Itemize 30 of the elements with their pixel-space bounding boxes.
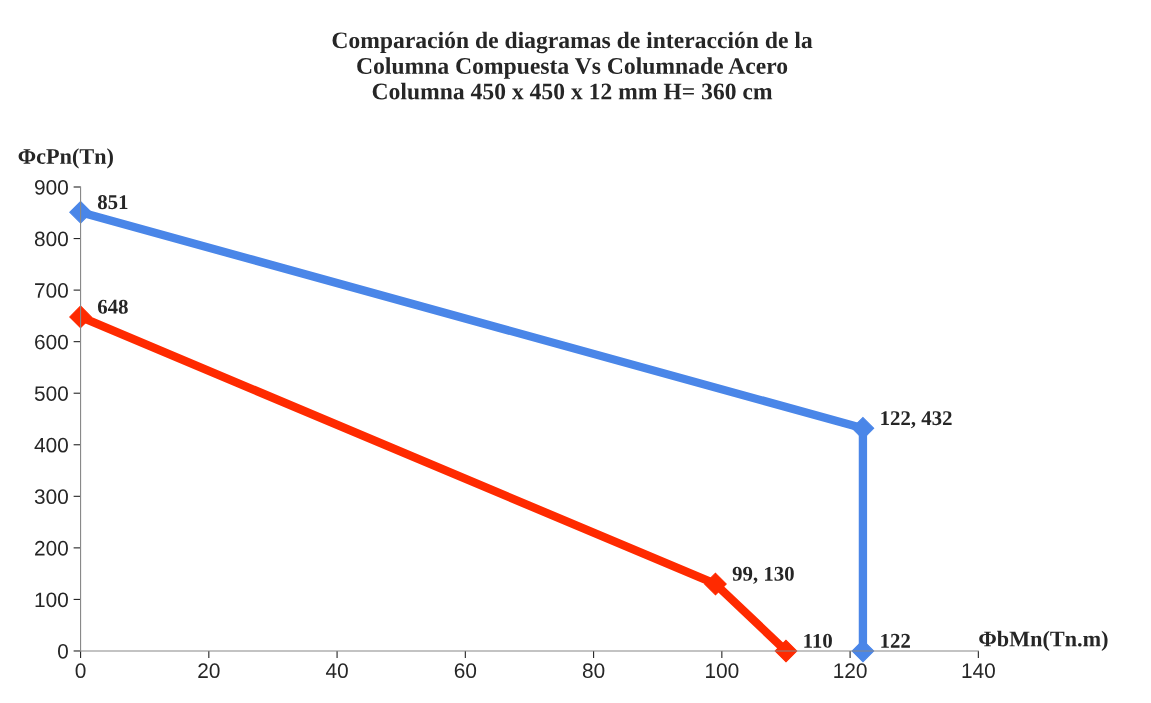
chart-title: Comparación de diagramas de interacción de la Columna Compuesta Vs Columnade Acero Columna 450 x 450 x 12 mm H= 360 cm (332, 31, 813, 100)
x-tick-label: 140 (962, 663, 995, 679)
annotation: 851 (97, 195, 128, 210)
x-tick-label: 120 (834, 663, 867, 679)
y-tick-label: 300 (34, 489, 68, 505)
y-tick-label: 100 (35, 592, 68, 608)
y-tick-label: 0 (57, 643, 68, 659)
y-axis-title: ΦcPn(Tn) (18, 148, 113, 169)
annotation: 122 (881, 633, 910, 648)
x-tick-label: 80 (582, 663, 605, 679)
y-tick-label: 200 (35, 540, 68, 556)
annotation: 110 (804, 633, 832, 648)
annotation: 648 (97, 299, 128, 314)
y-tick-label: 700 (35, 283, 68, 298)
x-tick-label: 60 (454, 663, 477, 679)
y-tick-label: 500 (34, 386, 68, 401)
point (704, 572, 727, 596)
y-tick-label: 600 (35, 334, 68, 350)
annotation: 99, 130 (732, 566, 794, 584)
y-tick-label: 400 (34, 437, 68, 453)
y-tick-label: 800 (34, 231, 68, 247)
x-tick-label: 0 (75, 663, 86, 679)
y-tick-label: 900 (34, 180, 68, 195)
x-tick-label: 20 (198, 663, 220, 679)
x-axis-title: ΦbMn(Tn.m) (979, 630, 1108, 651)
annotation: 122, 432 (881, 411, 952, 429)
point (69, 305, 92, 329)
x-tick-label: 40 (325, 663, 348, 679)
x-tick-label: 100 (706, 663, 739, 679)
point (69, 200, 92, 224)
